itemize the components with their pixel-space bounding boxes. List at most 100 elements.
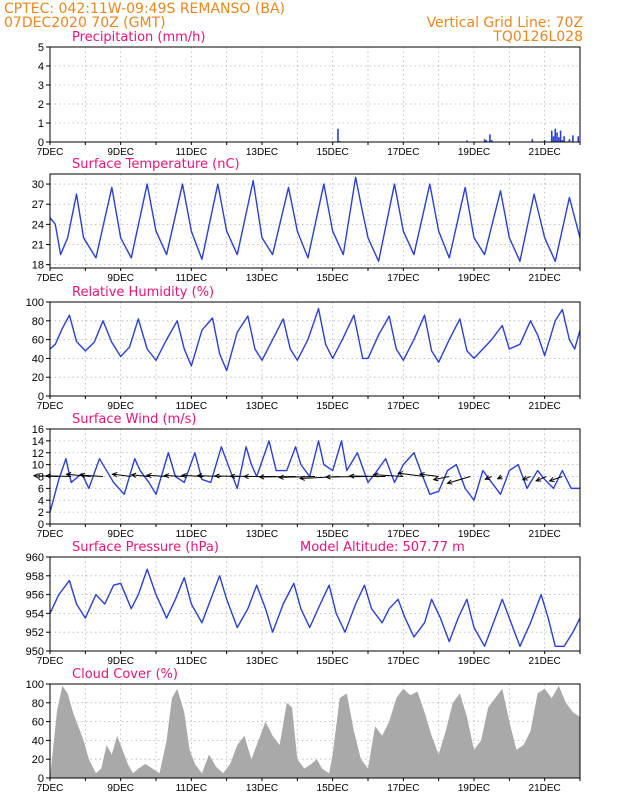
humidity-panel: 0 20 40 60 80 100 7DEC 9DEC 11DEC 13DEC 15DEC 17DEC…	[26, 285, 581, 412]
wind-arrowhead	[111, 472, 118, 478]
cloud-cover-xtick-label: 13DEC	[246, 783, 278, 794]
wind-arrowhead	[324, 474, 331, 480]
temperature-frame	[49, 173, 581, 269]
wind-arrowhead	[65, 472, 72, 478]
wind-vector	[433, 476, 450, 481]
wind-xtick-label: 11DEC	[176, 529, 208, 540]
precip-bar	[577, 136, 580, 142]
precip-bar	[556, 132, 558, 142]
precipitation-ytick-label: 4	[38, 61, 44, 73]
header-location: CPTEC: 042:11W-09:49S REMANSO (BA)	[4, 1, 285, 17]
pressure-xtick-label: 19DEC	[458, 656, 490, 667]
wind-arrowhead	[277, 474, 284, 480]
humidity-xtick-label: 13DEC	[246, 401, 278, 412]
wind-vector	[447, 476, 471, 484]
wind-vector	[181, 474, 204, 477]
precipitation-xtick-label: 11DEC	[176, 147, 208, 158]
wind-arrowhead	[418, 472, 425, 478]
precip-bar	[483, 139, 486, 142]
cloud-cover-ytick-label: 20	[32, 754, 44, 766]
humidity-xtick-label: 17DEC	[387, 401, 419, 412]
cloud-cover-xtick-label: 21DEC	[529, 783, 561, 794]
wind-ytick-label: 2	[38, 507, 44, 519]
wind-ytick-label: 16	[32, 424, 44, 436]
humidity-line	[49, 307, 581, 372]
precip-bar	[559, 130, 562, 142]
pressure-xtick-label: 11DEC	[176, 656, 208, 667]
precip-bar	[568, 139, 571, 142]
precip-bar	[550, 130, 553, 142]
cloud-cover-area	[50, 685, 580, 778]
precipitation-xtick-label: 19DEC	[458, 147, 490, 158]
wind-vector	[279, 476, 316, 478]
wind-vector	[535, 476, 547, 482]
precipitation-xtick-label: 21DEC	[529, 147, 561, 158]
pressure-ytick-label: 954	[26, 608, 44, 620]
wind-vector	[373, 474, 404, 477]
precipitation-xtick-label: 15DEC	[317, 147, 349, 158]
pressure-xtick-label: 15DEC	[317, 656, 349, 667]
wind-vector	[419, 473, 439, 477]
wind-arrowhead	[397, 471, 404, 477]
pressure-xtick-label: 17DEC	[387, 656, 419, 667]
wind-ytick-label: 4	[38, 495, 44, 507]
precipitation-xtick-label: 7DEC	[37, 147, 64, 158]
humidity-frame	[49, 301, 581, 397]
humidity-xtick-label: 9DEC	[107, 401, 134, 412]
pressure-ytick-label: 956	[26, 590, 44, 602]
header-model-code: TQ0126L028	[492, 29, 583, 45]
temperature-xtick-label: 9DEC	[107, 273, 134, 284]
temperature-xtick-label: 7DEC	[37, 273, 64, 284]
precip-bar	[466, 140, 468, 142]
wind-arrowhead	[145, 472, 152, 479]
humidity-xtick-label: 19DEC	[458, 401, 490, 412]
cloud-cover-ytick-label: 60	[32, 717, 44, 729]
wind-arrowhead	[180, 473, 187, 479]
cloud-cover-ytick-label: 80	[32, 698, 44, 710]
wind-vector	[398, 472, 425, 477]
precipitation-ytick-label: 1	[38, 118, 44, 130]
wind-xtick-label: 21DEC	[529, 529, 561, 540]
precip-bar	[561, 140, 564, 142]
wind-ytick-label: 14	[32, 436, 44, 448]
pressure-xtick-label: 21DEC	[529, 656, 561, 667]
wind-vector	[131, 474, 149, 477]
cloud-cover-frame	[49, 683, 581, 779]
wind-ytick-label: 12	[32, 448, 44, 460]
wind-arrowhead	[196, 473, 203, 479]
temperature-xtick-label: 21DEC	[529, 273, 561, 284]
wind-arrowhead	[484, 475, 491, 480]
wind-vector	[112, 473, 132, 477]
precipitation-xtick-label: 9DEC	[107, 147, 134, 158]
wind-arrowhead	[45, 473, 52, 479]
precip-bar	[485, 140, 488, 142]
wind-arrowhead	[242, 473, 249, 480]
wind-vector	[549, 476, 563, 482]
wind-xtick-label: 17DEC	[387, 529, 419, 540]
precip-bar	[490, 140, 493, 142]
temperature-line	[49, 176, 581, 262]
temperature-ytick-label: 24	[32, 219, 44, 231]
precip-bar	[558, 137, 560, 142]
temperature-ytick-label: 21	[32, 240, 44, 252]
wind-arrowhead	[130, 472, 137, 478]
pressure-panel: 950 952 954 956 958 960 7DEC 9DEC 11DEC 13DEC 15DE…	[26, 540, 581, 667]
wind-arrowhead	[446, 479, 453, 485]
wind-arrowhead	[32, 473, 39, 479]
cloud-cover-ytick-label: 40	[32, 735, 44, 747]
humidity-ytick-label: 80	[32, 316, 44, 328]
wind-arrowhead	[535, 476, 542, 482]
temperature-panel: 18 21 24 27 30 7DEC 9DEC 11DEC 13DEC 15DEC 17DEC 19…	[32, 157, 581, 284]
cloud-cover-xtick-label: 7DEC	[37, 783, 64, 794]
precipitation-title: Precipitation (mm/h)	[72, 30, 205, 45]
wind-ytick-label: 10	[32, 460, 44, 472]
wind-xtick-label: 13DEC	[246, 529, 278, 540]
pressure-ytick-label: 958	[26, 571, 44, 583]
precipitation-ytick-label: 5	[38, 42, 44, 54]
precipitation-xtick-label: 13DEC	[246, 147, 278, 158]
precip-bar	[489, 134, 491, 142]
wind-arrowhead	[548, 477, 555, 483]
wind-xtick-label: 15DEC	[317, 529, 349, 540]
